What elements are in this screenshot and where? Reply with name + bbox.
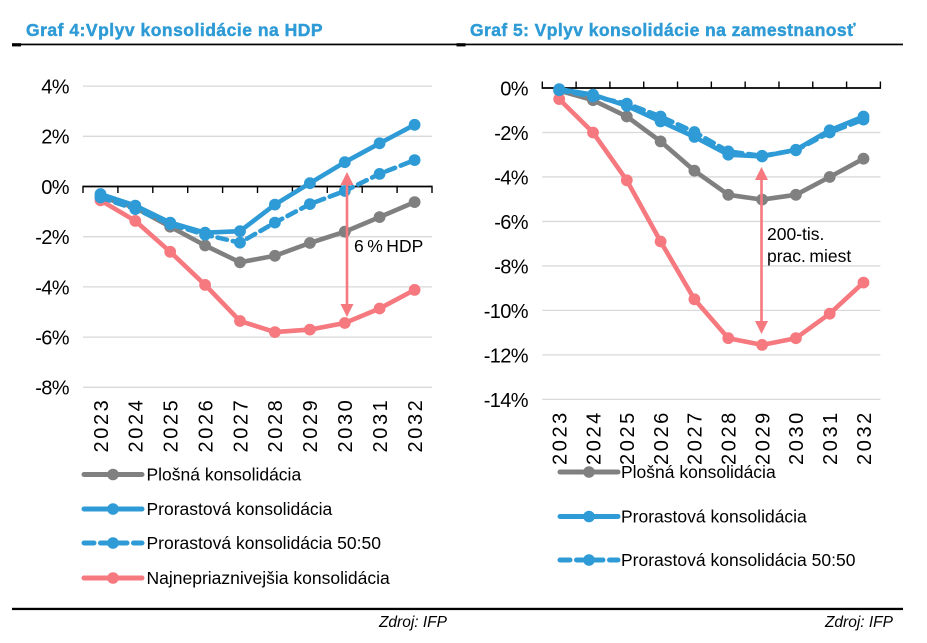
svg-text:2024: 2024 [583, 410, 605, 465]
svg-text:2026: 2026 [195, 398, 217, 453]
svg-text:-2%: -2% [35, 227, 70, 249]
svg-text:-14%: -14% [484, 390, 529, 412]
svg-text:Prorastová konsolidácia: Prorastová konsolidácia [621, 507, 807, 527]
svg-text:2030: 2030 [335, 398, 357, 453]
svg-text:2027: 2027 [685, 410, 707, 465]
svg-text:Zdroj: IFP: Zdroj: IFP [824, 614, 894, 631]
svg-text:2023: 2023 [550, 410, 572, 465]
svg-text:Prorastová konsolidácia 50:50: Prorastová konsolidácia 50:50 [147, 533, 382, 553]
svg-text:2028: 2028 [719, 410, 741, 465]
svg-text:-2%: -2% [494, 123, 529, 145]
svg-text:-8%: -8% [35, 378, 70, 400]
svg-text:Plošná konsolidácia: Plošná konsolidácia [147, 465, 302, 485]
svg-text:200-tis.: 200-tis. [767, 224, 824, 244]
svg-text:0%: 0% [41, 177, 70, 199]
svg-text:6 % HDP: 6 % HDP [354, 236, 423, 256]
svg-text:2026: 2026 [651, 410, 673, 465]
svg-text:0%: 0% [500, 78, 529, 100]
svg-text:2024: 2024 [126, 398, 148, 453]
svg-text:2025: 2025 [161, 398, 183, 453]
svg-text:-12%: -12% [484, 345, 529, 367]
svg-text:2%: 2% [41, 127, 70, 149]
svg-text:Prorastová konsolidácia: Prorastová konsolidácia [147, 499, 333, 519]
svg-text:Plošná konsolidácia: Plošná konsolidácia [621, 462, 776, 482]
svg-text:2023: 2023 [91, 398, 113, 453]
svg-text:Graf 4:Vplyv konsolidácie na H: Graf 4:Vplyv konsolidácie na HDP [26, 20, 323, 40]
svg-text:2028: 2028 [265, 398, 287, 453]
svg-text:2032: 2032 [854, 410, 876, 465]
svg-text:2027: 2027 [230, 398, 252, 453]
svg-text:2029: 2029 [752, 410, 774, 465]
svg-text:-4%: -4% [35, 277, 70, 299]
svg-text:Prorastová konsolidácia 50:50: Prorastová konsolidácia 50:50 [621, 550, 856, 570]
svg-text:2031: 2031 [370, 398, 392, 453]
svg-text:-8%: -8% [494, 256, 529, 278]
svg-text:Zdroj: IFP: Zdroj: IFP [378, 614, 448, 631]
svg-text:2029: 2029 [300, 398, 322, 453]
svg-text:2025: 2025 [617, 410, 639, 465]
svg-text:-4%: -4% [494, 167, 529, 189]
svg-text:Najnepriaznivejšia konsolidáci: Najnepriaznivejšia konsolidácia [147, 568, 390, 588]
svg-text:-6%: -6% [35, 328, 70, 350]
svg-text:-10%: -10% [484, 301, 529, 323]
svg-text:-6%: -6% [494, 212, 529, 234]
svg-text:prac. miest: prac. miest [767, 246, 851, 266]
svg-text:2030: 2030 [786, 410, 808, 465]
svg-text:Graf 5: Vplyv konsolidácie na: Graf 5: Vplyv konsolidácie na zamestnano… [470, 20, 856, 40]
svg-text:4%: 4% [41, 77, 70, 99]
svg-text:2031: 2031 [820, 410, 842, 465]
svg-text:2032: 2032 [405, 398, 427, 453]
